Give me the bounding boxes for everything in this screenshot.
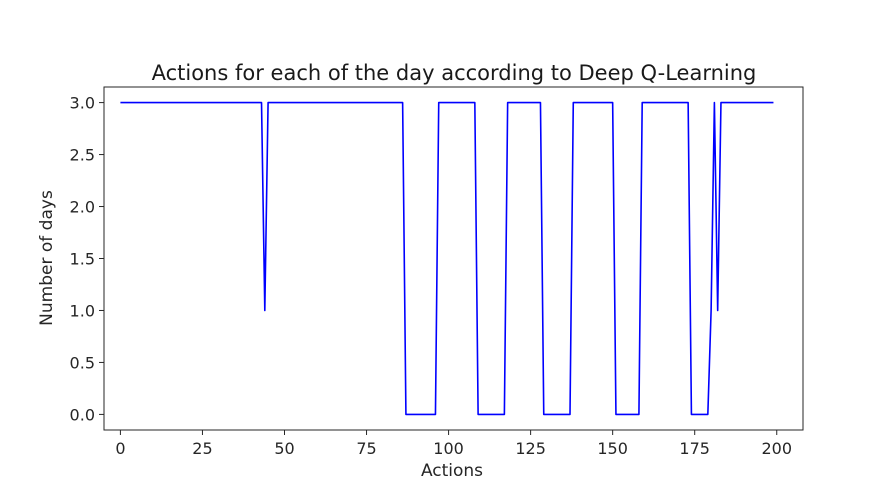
x-axis-label: Actions (421, 461, 483, 481)
y-tick-label: 1.5 (70, 250, 95, 269)
y-tick-label: 0.5 (70, 353, 95, 372)
chart-title: Actions for each of the day according to… (152, 61, 757, 85)
x-tick-label: 200 (761, 439, 792, 458)
x-tick-label: 0 (115, 439, 125, 458)
series-line-0 (120, 101, 774, 416)
y-tick-label: 1.0 (70, 301, 95, 320)
x-tick-label: 150 (597, 439, 628, 458)
x-tick-label: 25 (192, 439, 212, 458)
plot-frame (103, 86, 804, 431)
y-tick-label: 2.0 (70, 198, 95, 217)
x-tick-label: 100 (433, 439, 464, 458)
x-tick-label: 175 (679, 439, 710, 458)
y-axis: 0.0 0.5 1.0 1.5 2.0 2.5 3.0 (70, 94, 104, 424)
y-tick-label: 2.5 (70, 146, 95, 165)
plot-area (103, 86, 804, 431)
x-axis: 0 25 50 75 100 125 150 175 200 (115, 430, 792, 458)
y-tick-label: 3.0 (70, 94, 95, 113)
x-tick-label: 50 (274, 439, 294, 458)
x-tick-label: 125 (515, 439, 546, 458)
x-tick-label: 75 (356, 439, 376, 458)
y-axis-label: Number of days (37, 190, 57, 326)
y-tick-label: 0.0 (70, 405, 95, 424)
